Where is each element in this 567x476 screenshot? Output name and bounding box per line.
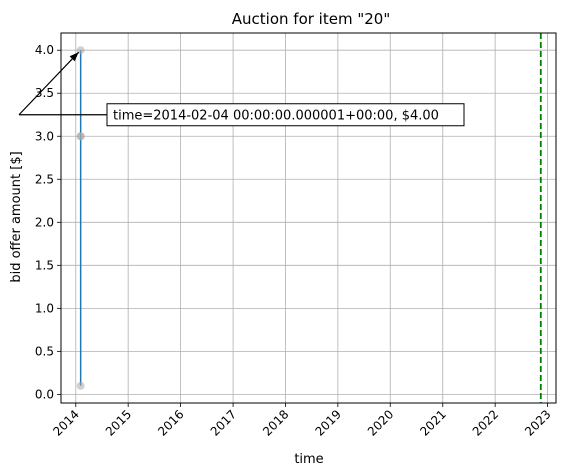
y-tick-label: 1.0 bbox=[35, 301, 54, 315]
y-tick-label: 3.0 bbox=[35, 129, 54, 143]
annotation-group: time=2014-02-04 00:00:00.000001+00:00, $… bbox=[18, 51, 465, 127]
x-axis-label: time bbox=[294, 452, 323, 467]
axes-frame bbox=[60, 32, 557, 404]
grid-lines bbox=[61, 33, 556, 403]
data-point bbox=[76, 132, 85, 141]
y-axis-label: bid offer amount [$] bbox=[9, 151, 24, 282]
y-tick-label: 2.5 bbox=[35, 172, 54, 186]
chart-title: Auction for item "20" bbox=[232, 10, 390, 28]
y-tick-label: 4.0 bbox=[35, 43, 54, 57]
annotation-text: time=2014-02-04 00:00:00.000001+00:00, $… bbox=[113, 109, 439, 124]
data-point bbox=[76, 381, 85, 390]
y-tick-label: 0.0 bbox=[35, 387, 54, 401]
y-tick-label: 0.5 bbox=[35, 344, 54, 358]
annotation-arrow-head bbox=[69, 52, 79, 62]
y-tick-label: 3.5 bbox=[35, 86, 54, 100]
annotation-box bbox=[106, 103, 465, 127]
annotation-arrow-line bbox=[18, 51, 80, 116]
y-tick-label: 2.0 bbox=[35, 215, 54, 229]
y-tick-label: 1.5 bbox=[35, 258, 54, 272]
